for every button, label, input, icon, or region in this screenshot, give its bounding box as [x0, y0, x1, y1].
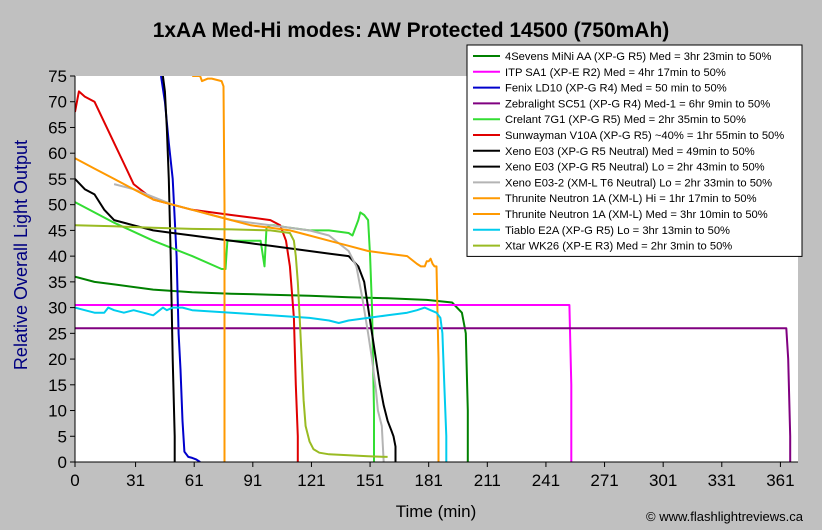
x-tick-label: 181	[414, 471, 442, 490]
legend-entry: Xtar WK26 (XP-E R3) Med = 2hr 3min to 50…	[505, 241, 732, 253]
y-tick-label: 65	[48, 118, 67, 137]
y-tick-label: 70	[48, 93, 67, 112]
series-line	[75, 327, 792, 462]
axis-ticks: 0 31 61 91 121 151 181 211 241 271 301 331 361 0 5 10 15…	[48, 67, 795, 490]
x-tick-label: 211	[474, 471, 501, 490]
y-axis-label: Relative Overall Light Output	[11, 140, 31, 370]
x-tick-label: 31	[126, 471, 145, 490]
x-tick-label: 331	[708, 471, 736, 490]
y-tick-label: 20	[48, 350, 67, 369]
legend-entry: Tiablo E2A (XP-G R5) Lo = 3hr 13min to 5…	[505, 225, 730, 237]
chart-title: 1xAA Med-Hi modes: AW Protected 14500 (7…	[153, 19, 670, 42]
x-tick-label: 0	[70, 471, 79, 490]
x-tick-label: 151	[356, 471, 384, 490]
x-tick-label: 91	[243, 471, 262, 490]
series-line	[75, 224, 388, 458]
x-tick-label: 361	[766, 471, 794, 490]
legend-entry: 4Sevens MiNi AA (XP-G R5) Med = 3hr 23mi…	[505, 51, 771, 63]
y-tick-label: 45	[48, 221, 67, 240]
legend-entry: Xeno E03-2 (XM-L T6 Neutral) Lo = 2hr 33…	[505, 177, 772, 189]
y-tick-label: 25	[48, 324, 67, 343]
series-lines	[75, 76, 792, 462]
y-tick-label: 10	[48, 402, 67, 421]
y-tick-label: 40	[48, 247, 67, 266]
y-tick-label: 15	[48, 376, 67, 395]
legend-entry: Fenix LD10 (XP-G R4) Med = 50 min to 50%	[505, 83, 727, 95]
series-line	[75, 178, 397, 462]
series-line	[75, 306, 448, 462]
y-tick-label: 55	[48, 170, 67, 189]
x-tick-label: 301	[649, 471, 677, 490]
credit-text: © www.flashlightreviews.ca	[646, 509, 804, 524]
series-line	[75, 275, 469, 462]
y-tick-label: 30	[48, 299, 67, 318]
series-line	[161, 76, 176, 462]
series-line	[192, 76, 226, 462]
x-tick-label: 271	[590, 471, 618, 490]
legend-entry: Thrunite Neutron 1A (XM-L) Med = 3hr 10m…	[505, 209, 768, 221]
y-tick-label: 50	[48, 196, 67, 215]
y-tick-label: 5	[58, 427, 67, 446]
y-tick-label: 35	[48, 273, 67, 292]
series-line	[75, 157, 440, 462]
series-line	[75, 90, 299, 462]
y-tick-label: 0	[58, 453, 67, 472]
legend-entry: Xeno E03 (XP-G R5 Neutral) Med = 49min t…	[505, 146, 755, 158]
legend: 4Sevens MiNi AA (XP-G R5) Med = 3hr 23mi…	[466, 44, 803, 257]
legend-entry: Sunwayman V10A (XP-G R5) ~40% = 1hr 55mi…	[505, 130, 784, 142]
legend-entry: Zebralight SC51 (XP-G R4) Med-1 = 6hr 9m…	[505, 98, 770, 110]
legend-entry: Crelant 7G1 (XP-G R5) Med = 2hr 35min to…	[505, 114, 746, 126]
y-tick-label: 75	[48, 67, 67, 86]
legend-entry: ITP SA1 (XP-E R2) Med = 4hr 17min to 50%	[505, 67, 726, 79]
legend-entry: Thrunite Neutron 1A (XM-L) Hi = 1hr 17mi…	[505, 193, 757, 205]
x-tick-label: 61	[185, 471, 204, 490]
legend-box	[466, 44, 803, 257]
x-tick-label: 121	[297, 471, 325, 490]
series-line	[160, 76, 201, 462]
series-line	[75, 304, 573, 462]
x-axis-label: Time (min)	[396, 502, 477, 521]
y-tick-label: 60	[48, 144, 67, 163]
legend-entry: Xeno E03 (XP-G R5 Neutral) Lo = 2hr 43mi…	[505, 162, 765, 174]
x-tick-label: 241	[532, 471, 560, 490]
